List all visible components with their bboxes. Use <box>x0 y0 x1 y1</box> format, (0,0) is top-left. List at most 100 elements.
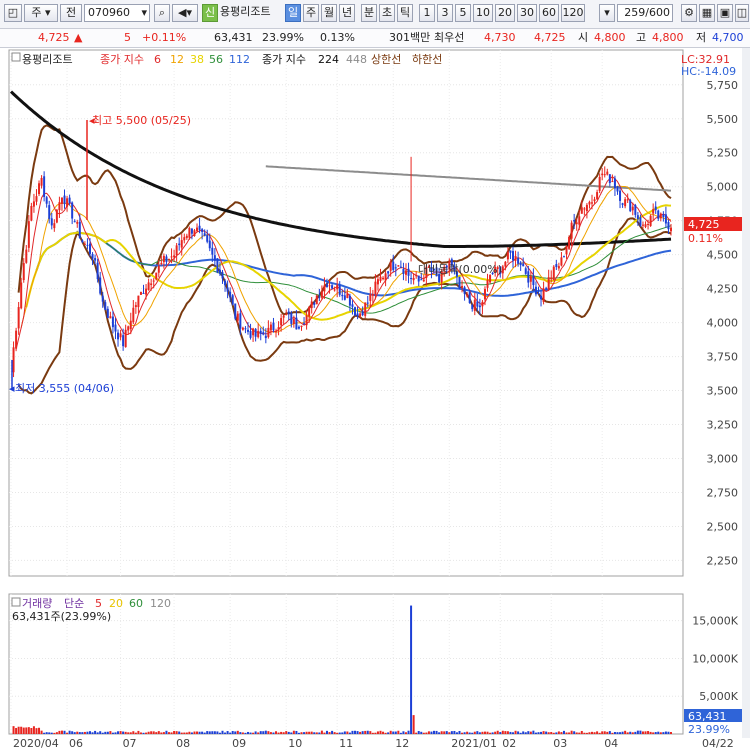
candle-body <box>483 288 486 300</box>
x-tick-label: 06 <box>69 737 83 750</box>
candle-body <box>78 221 81 239</box>
grid-icon[interactable]: ▦ <box>699 4 715 22</box>
layout-icon[interactable]: ▣ <box>717 4 733 22</box>
interval-10[interactable]: 10 <box>473 4 493 22</box>
volume-bar <box>267 731 270 734</box>
volume-bar <box>325 730 328 734</box>
search-icon[interactable]: ⌕ <box>154 4 170 22</box>
ask-price: 4,730 <box>484 31 516 44</box>
volume-label: 거래량 <box>22 597 52 610</box>
candle-body <box>111 316 114 328</box>
volume-bar <box>476 731 479 734</box>
candle-body <box>471 305 474 310</box>
candle-body <box>425 266 428 278</box>
volume-bar <box>608 731 611 734</box>
tab-minute[interactable]: 분 <box>361 4 377 22</box>
tab-year[interactable]: 년 <box>339 4 355 22</box>
code-input[interactable]: 070960 ▾ <box>84 4 150 22</box>
candle-body <box>501 266 504 274</box>
candle-body <box>557 266 560 269</box>
candle-body <box>287 311 290 314</box>
volume-collapse-icon[interactable] <box>11 597 21 607</box>
lc-label: LC:32.91 <box>681 53 730 66</box>
volume-pane <box>8 593 684 735</box>
sound-icon[interactable]: ◀▾ <box>172 4 198 22</box>
volume-bar <box>471 732 474 734</box>
chart-settings-icon[interactable]: ◰ <box>4 4 22 22</box>
volume-bar <box>193 731 196 734</box>
candle-body <box>257 330 260 338</box>
interval-3[interactable]: 3 <box>437 4 453 22</box>
volume-bar <box>104 731 107 734</box>
volume-bar <box>287 731 290 734</box>
volume-bar <box>68 730 71 734</box>
volume-bar <box>565 732 568 734</box>
expand-icon[interactable]: ◫ <box>735 4 749 22</box>
tab-week[interactable]: 주 <box>303 4 319 22</box>
candle-body <box>361 311 364 316</box>
volume-bar <box>410 605 413 734</box>
volume-bar <box>315 732 318 734</box>
candle-body <box>231 295 234 305</box>
volume-bar <box>86 731 89 734</box>
last-price: 4,725 <box>688 218 720 231</box>
volume-bar <box>415 732 418 734</box>
chevron-down-icon[interactable]: ▾ <box>141 6 147 19</box>
volume-bar <box>22 727 25 734</box>
volume-bar <box>257 732 260 734</box>
volume-bar <box>468 732 471 734</box>
tab-tick[interactable]: 틱 <box>397 4 413 22</box>
candle-body <box>374 281 377 295</box>
interval-60[interactable]: 60 <box>539 4 559 22</box>
new-badge[interactable]: 신 <box>202 4 218 22</box>
volume-bar <box>341 732 344 734</box>
vertical-scrollbar[interactable] <box>742 48 750 738</box>
legend-collapse-icon[interactable] <box>11 52 21 62</box>
volume-bar <box>425 732 428 734</box>
interval-30[interactable]: 30 <box>517 4 537 22</box>
chart-area[interactable]: 5,7505,5005,2505,0004,7504,5004,2504,000… <box>0 48 750 750</box>
dropdown-arrow-icon[interactable]: ▾ <box>599 4 615 22</box>
type-select[interactable]: 전 <box>60 4 82 22</box>
volume-bar <box>641 731 644 734</box>
tab-day[interactable]: 일 <box>285 4 301 22</box>
volume-bar <box>433 730 436 734</box>
y-axis: 5,7505,5005,2505,0004,7504,5004,2504,000… <box>692 79 738 703</box>
interval-5[interactable]: 5 <box>455 4 471 22</box>
volume-bar <box>376 731 379 734</box>
volume-bar <box>588 732 591 734</box>
volume-bar <box>320 730 323 734</box>
volume-bar <box>150 731 153 734</box>
y-tick-label: 5,500 <box>707 113 739 126</box>
volume-bar <box>101 732 104 734</box>
interval-1[interactable]: 1 <box>419 4 435 22</box>
candle-body <box>86 244 89 246</box>
volume-bar <box>206 731 209 734</box>
settings-icon[interactable]: ⚙ <box>681 4 697 22</box>
volume-bar <box>132 731 135 734</box>
tab-second[interactable]: 초 <box>379 4 395 22</box>
candle-body <box>165 256 168 262</box>
candle-body <box>534 286 537 295</box>
count-input[interactable]: 259/600 <box>617 4 673 22</box>
interval-120[interactable]: 120 <box>561 4 585 22</box>
volume-bar <box>20 726 23 734</box>
up-arrow-icon: ▲ <box>74 31 83 44</box>
candle-body <box>196 227 199 232</box>
candle-body <box>491 272 494 275</box>
volume-bar <box>275 731 278 734</box>
volume-bar <box>670 732 672 734</box>
candle-body <box>229 291 232 297</box>
candle-body <box>570 222 573 239</box>
volume-bar <box>486 731 489 734</box>
interval-20[interactable]: 20 <box>495 4 515 22</box>
candle-body <box>252 328 255 336</box>
volume-bar <box>190 732 193 734</box>
tab-month[interactable]: 월 <box>321 4 337 22</box>
market-select[interactable]: 주 ▾ <box>24 4 58 22</box>
stock-chart[interactable]: 5,7505,5005,2505,0004,7504,5004,2504,000… <box>0 48 750 750</box>
candle-body <box>517 258 520 264</box>
candle-body <box>190 228 193 234</box>
y-tick-label: 5,000 <box>707 181 739 194</box>
candle-body <box>167 258 170 260</box>
